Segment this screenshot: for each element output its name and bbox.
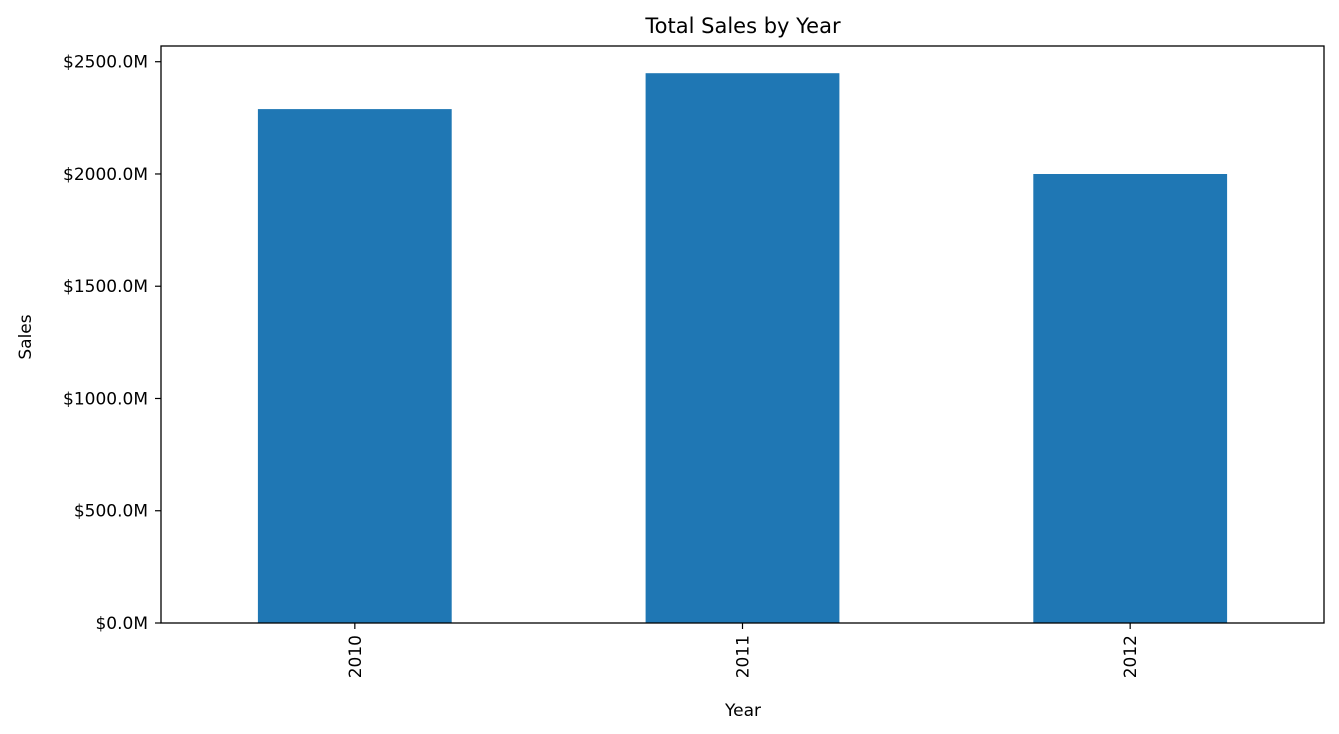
y-axis-title: Sales <box>16 314 36 359</box>
y-tick-label: $500.0M <box>74 502 148 522</box>
x-tick-label: 2011 <box>734 635 754 678</box>
chart-title: Total Sales by Year <box>644 14 841 38</box>
bars-group <box>257 73 1228 624</box>
y-tick-label: $2500.0M <box>63 53 148 73</box>
bar-2010 <box>257 109 452 624</box>
x-axis-title: Year <box>724 701 761 721</box>
y-tick-label: $1500.0M <box>63 277 148 297</box>
y-tick-label: $0.0M <box>95 614 148 634</box>
y-tick-label: $2000.0M <box>63 165 148 185</box>
bar-2011 <box>645 73 840 623</box>
x-axis: 2010 2011 2012 <box>346 623 1141 678</box>
y-axis: $0.0M $500.0M $1000.0M $1500.0M $2000.0M $250… <box>63 53 161 634</box>
bar-2012 <box>1033 174 1228 623</box>
y-tick-label: $1000.0M <box>63 389 148 409</box>
x-tick-label: 2010 <box>346 635 366 678</box>
x-tick-label: 2012 <box>1121 635 1141 678</box>
